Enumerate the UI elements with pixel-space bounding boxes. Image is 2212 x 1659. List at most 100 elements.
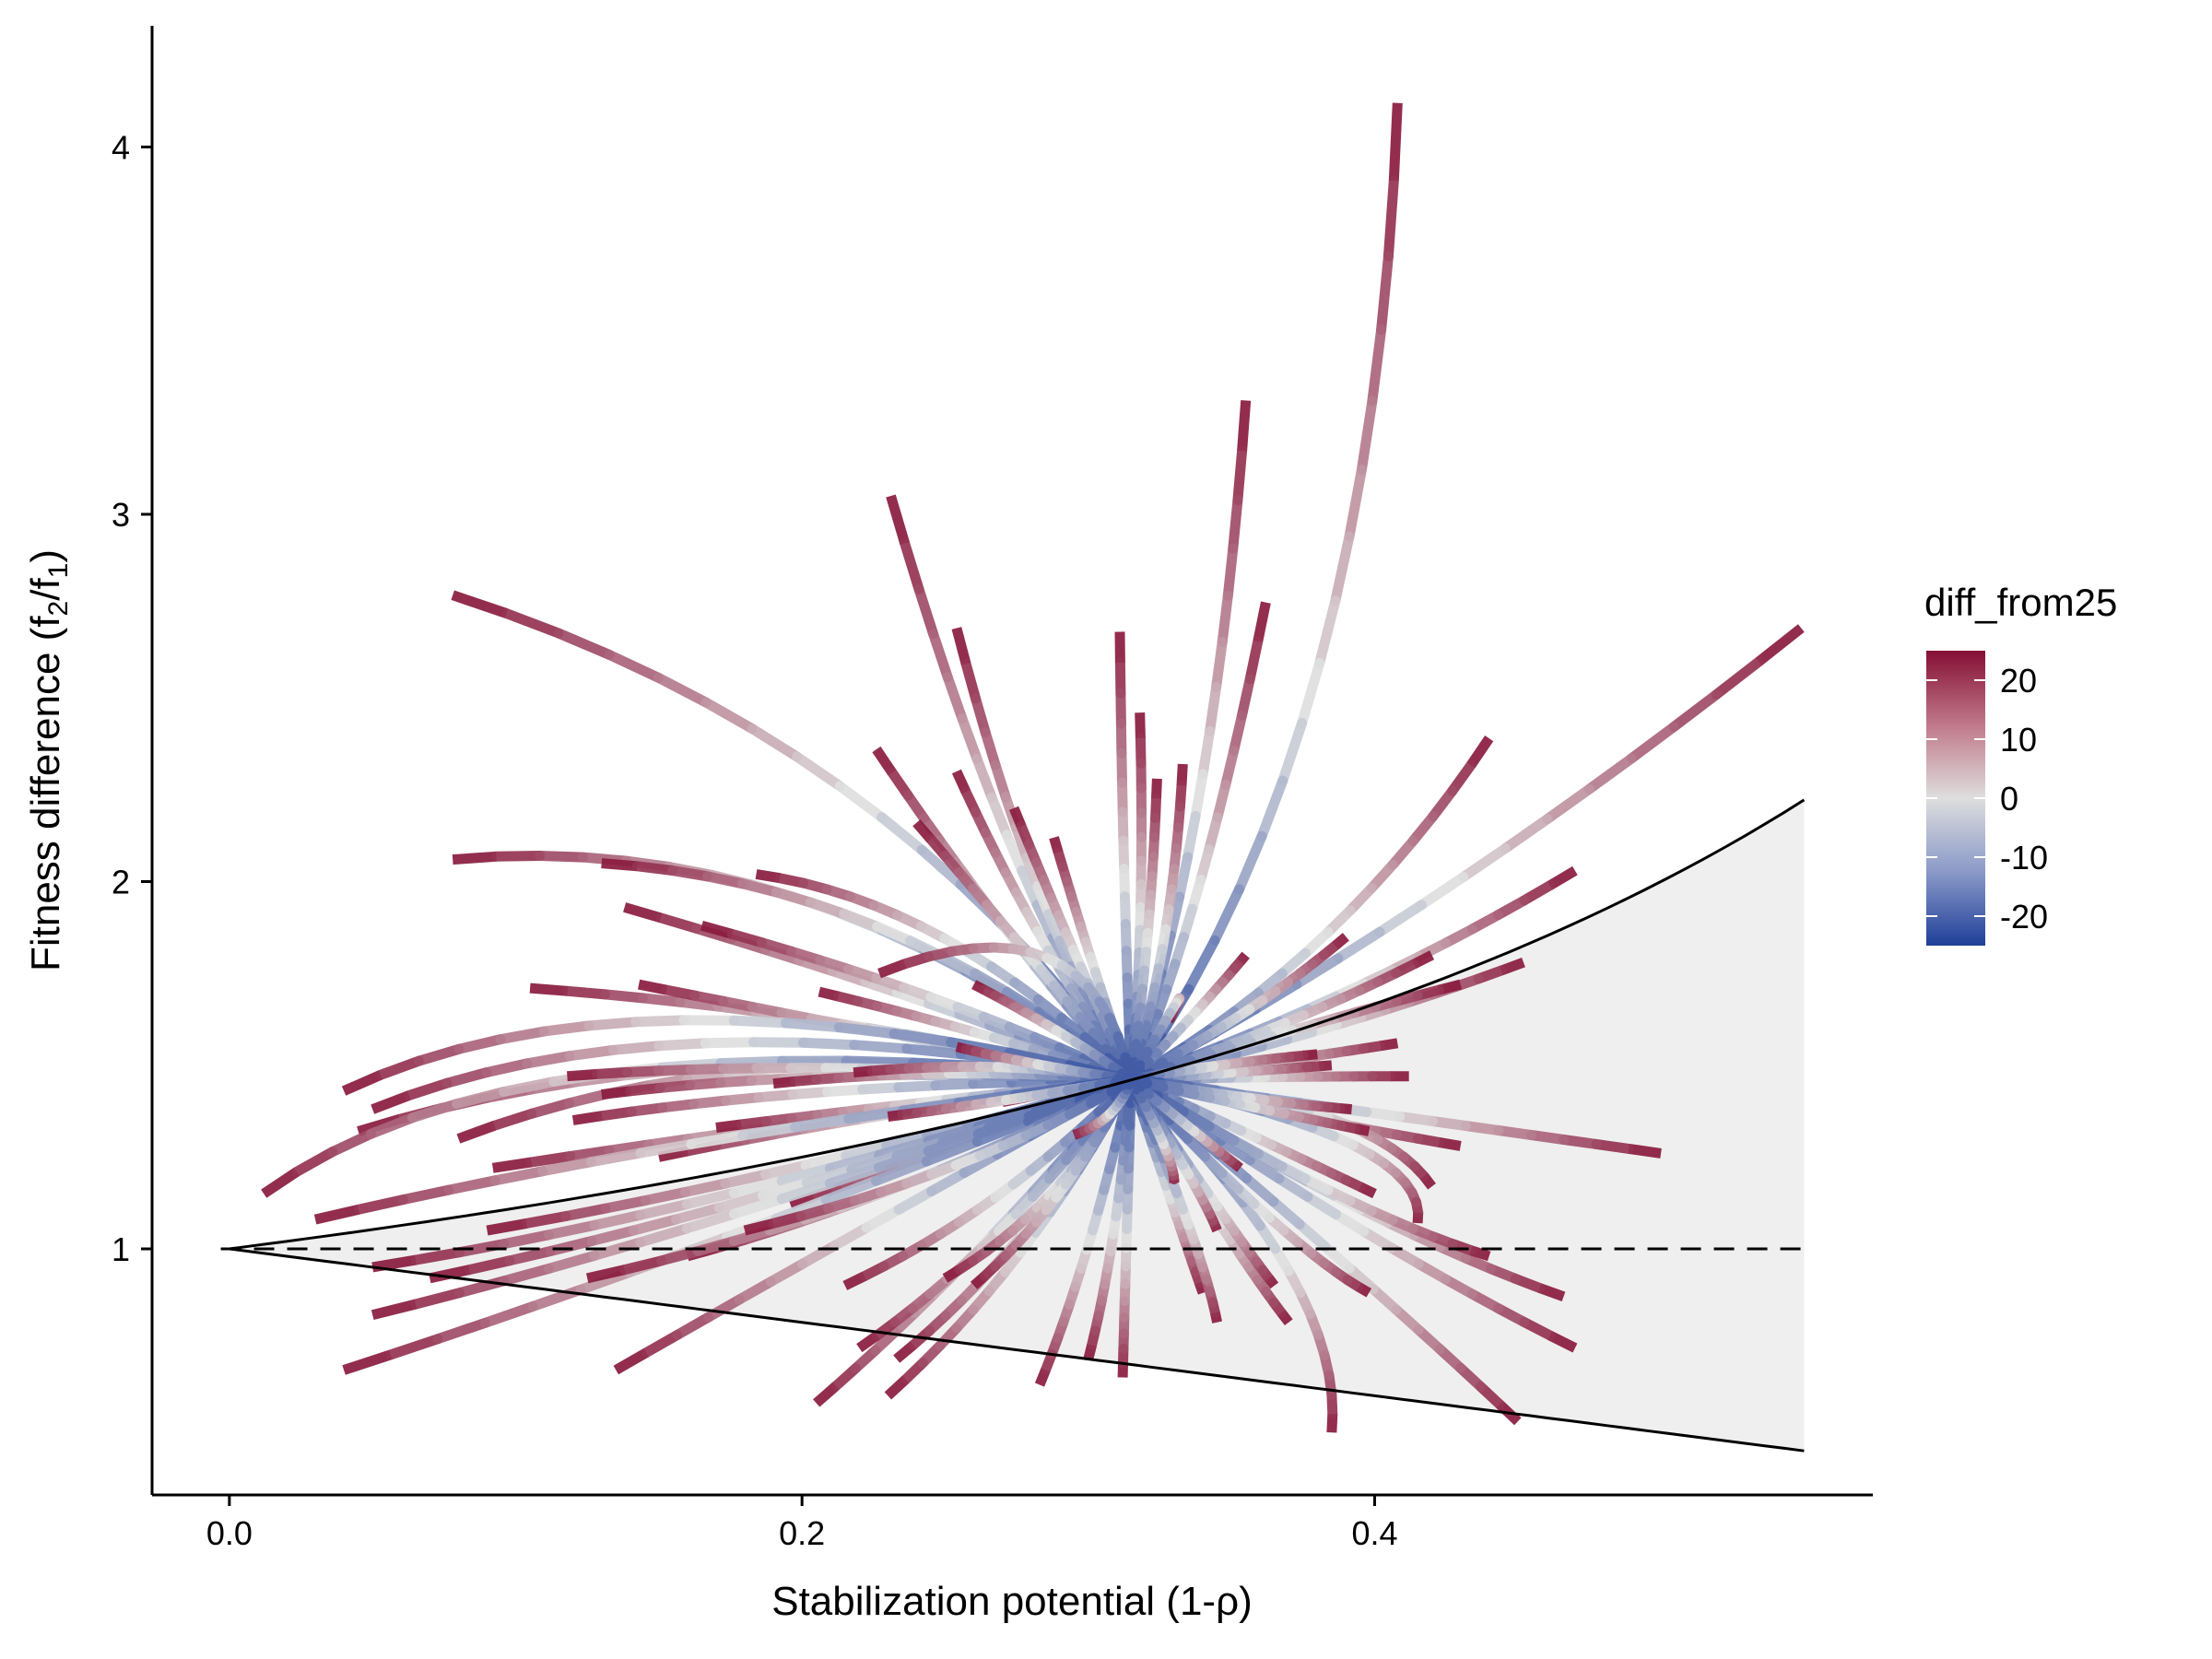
trajectory-segment xyxy=(429,1265,471,1284)
trajectory-segment xyxy=(849,1040,912,1054)
trajectory-segment xyxy=(1114,657,1126,699)
lower-boundary-curve xyxy=(229,1247,1805,1453)
trajectory-segment xyxy=(913,584,939,640)
trajectory-segment xyxy=(874,1135,934,1160)
trajectory-segment xyxy=(454,1239,510,1258)
trajectory-segment xyxy=(589,1209,646,1230)
trajectory-segment xyxy=(900,538,924,594)
trajectory-segment xyxy=(1668,689,1722,733)
trajectory-segment xyxy=(1222,543,1239,601)
trajectory-segment xyxy=(841,1055,919,1068)
upper-boundary-curve xyxy=(229,798,1806,1251)
trajectory-segment xyxy=(1190,769,1208,821)
trajectory-segment xyxy=(637,993,686,1007)
trajectory-segment xyxy=(491,851,546,862)
trajectory xyxy=(1125,1075,1180,1185)
trajectory-segment xyxy=(653,672,712,708)
x-axis-title: Stabilization potential (1-ρ) xyxy=(771,1579,1253,1624)
trajectory-segment xyxy=(641,1330,683,1358)
trajectory-segment xyxy=(1204,812,1223,854)
x-tick-label: 0.2 xyxy=(779,1514,825,1552)
trajectory-segment xyxy=(860,976,902,998)
trajectory-segment xyxy=(681,1187,739,1210)
trajectory-segment xyxy=(452,851,497,865)
trajectory-segment xyxy=(479,1301,538,1328)
trajectory-segment xyxy=(604,649,664,683)
trajectory-segment xyxy=(481,1058,533,1078)
trajectory-segment xyxy=(622,1065,665,1077)
trajectory-segment xyxy=(728,1015,791,1029)
trajectory-segment xyxy=(1356,395,1378,476)
legend-label: -10 xyxy=(2000,839,2048,877)
trajectory-segment xyxy=(924,998,965,1019)
trajectory-segment xyxy=(1584,753,1637,794)
trajectory-segment xyxy=(923,1128,983,1157)
trajectory-segment xyxy=(499,1230,554,1250)
trajectory-segment xyxy=(893,1186,936,1215)
trajectory-segment xyxy=(655,912,701,934)
trajectory-segment xyxy=(771,887,816,908)
trajectory-segment xyxy=(1387,835,1418,870)
trajectory-segment xyxy=(1253,968,1288,998)
trajectory-segment xyxy=(1241,1173,1279,1207)
trajectory-segment xyxy=(921,1136,982,1167)
trajectory-segment xyxy=(937,951,981,979)
trajectory-segment xyxy=(736,878,782,898)
trajectory-segment xyxy=(1209,884,1244,946)
trajectory-segment xyxy=(1234,830,1267,895)
trajectory-segment xyxy=(765,1258,808,1288)
trajectory-segment xyxy=(957,713,982,764)
trajectory-segment xyxy=(839,908,883,932)
trajectory-segment xyxy=(1217,590,1233,647)
trajectory-segment xyxy=(721,1092,764,1106)
trajectory-segment xyxy=(1031,900,1058,943)
trajectory-segment xyxy=(592,1066,633,1079)
legend-title: diff_from25 xyxy=(1924,581,2117,624)
trajectory-segment xyxy=(564,1044,619,1062)
trajectory-segment xyxy=(861,1204,904,1233)
trajectory-segment xyxy=(971,753,997,803)
trajectory-segment xyxy=(951,627,971,665)
trajectory-segment xyxy=(1274,1173,1313,1202)
trajectory-segment xyxy=(720,1169,771,1189)
trajectory-segment xyxy=(1245,1155,1285,1184)
trajectory xyxy=(1125,1049,1318,1086)
trajectory-segment xyxy=(926,1168,970,1197)
trajectory-segment xyxy=(834,781,887,823)
trajectory-segment xyxy=(748,1037,808,1048)
trajectory-segment xyxy=(825,1149,884,1173)
trajectory-segment xyxy=(1368,1284,1402,1315)
trajectory-segment xyxy=(585,1147,646,1168)
trajectory-segment xyxy=(1458,843,1511,882)
trajectory-segment xyxy=(718,1063,762,1074)
trajectory-segment xyxy=(715,1075,758,1088)
trajectory-segment xyxy=(560,1203,611,1221)
trajectory-segment xyxy=(1232,445,1248,506)
trajectory-segment xyxy=(688,1095,732,1110)
trajectory-segment xyxy=(1277,947,1311,979)
trajectory-segment xyxy=(1591,1138,1634,1154)
trajectory-segment xyxy=(1017,865,1042,911)
trajectory-segment xyxy=(407,1099,462,1124)
trajectory-segment xyxy=(1428,785,1458,822)
trajectory-segment xyxy=(1244,636,1264,685)
trajectory-segment xyxy=(1302,1192,1341,1220)
trajectory-segment xyxy=(954,1009,995,1030)
trajectory-segment xyxy=(1333,926,1385,964)
trajectory-segment xyxy=(757,937,796,957)
trajectory-segment xyxy=(1183,935,1220,994)
trajectory-segment xyxy=(452,1087,510,1110)
trajectory-segment xyxy=(1277,717,1308,786)
trajectory-segment xyxy=(1466,735,1494,769)
trajectory-segment xyxy=(1165,891,1185,941)
y-axis-title-part-5: ) xyxy=(23,549,68,563)
trajectory-segment xyxy=(792,751,845,792)
trajectory-segment xyxy=(901,1043,966,1060)
trajectory-segment xyxy=(713,1190,768,1213)
trajectory-segment xyxy=(375,1055,424,1080)
trajectory-segment xyxy=(589,1237,646,1261)
trajectory-segment xyxy=(888,1029,957,1048)
trajectory-segment xyxy=(1256,775,1288,841)
trajectory xyxy=(877,942,1136,1086)
trajectory-segment xyxy=(491,1157,533,1173)
